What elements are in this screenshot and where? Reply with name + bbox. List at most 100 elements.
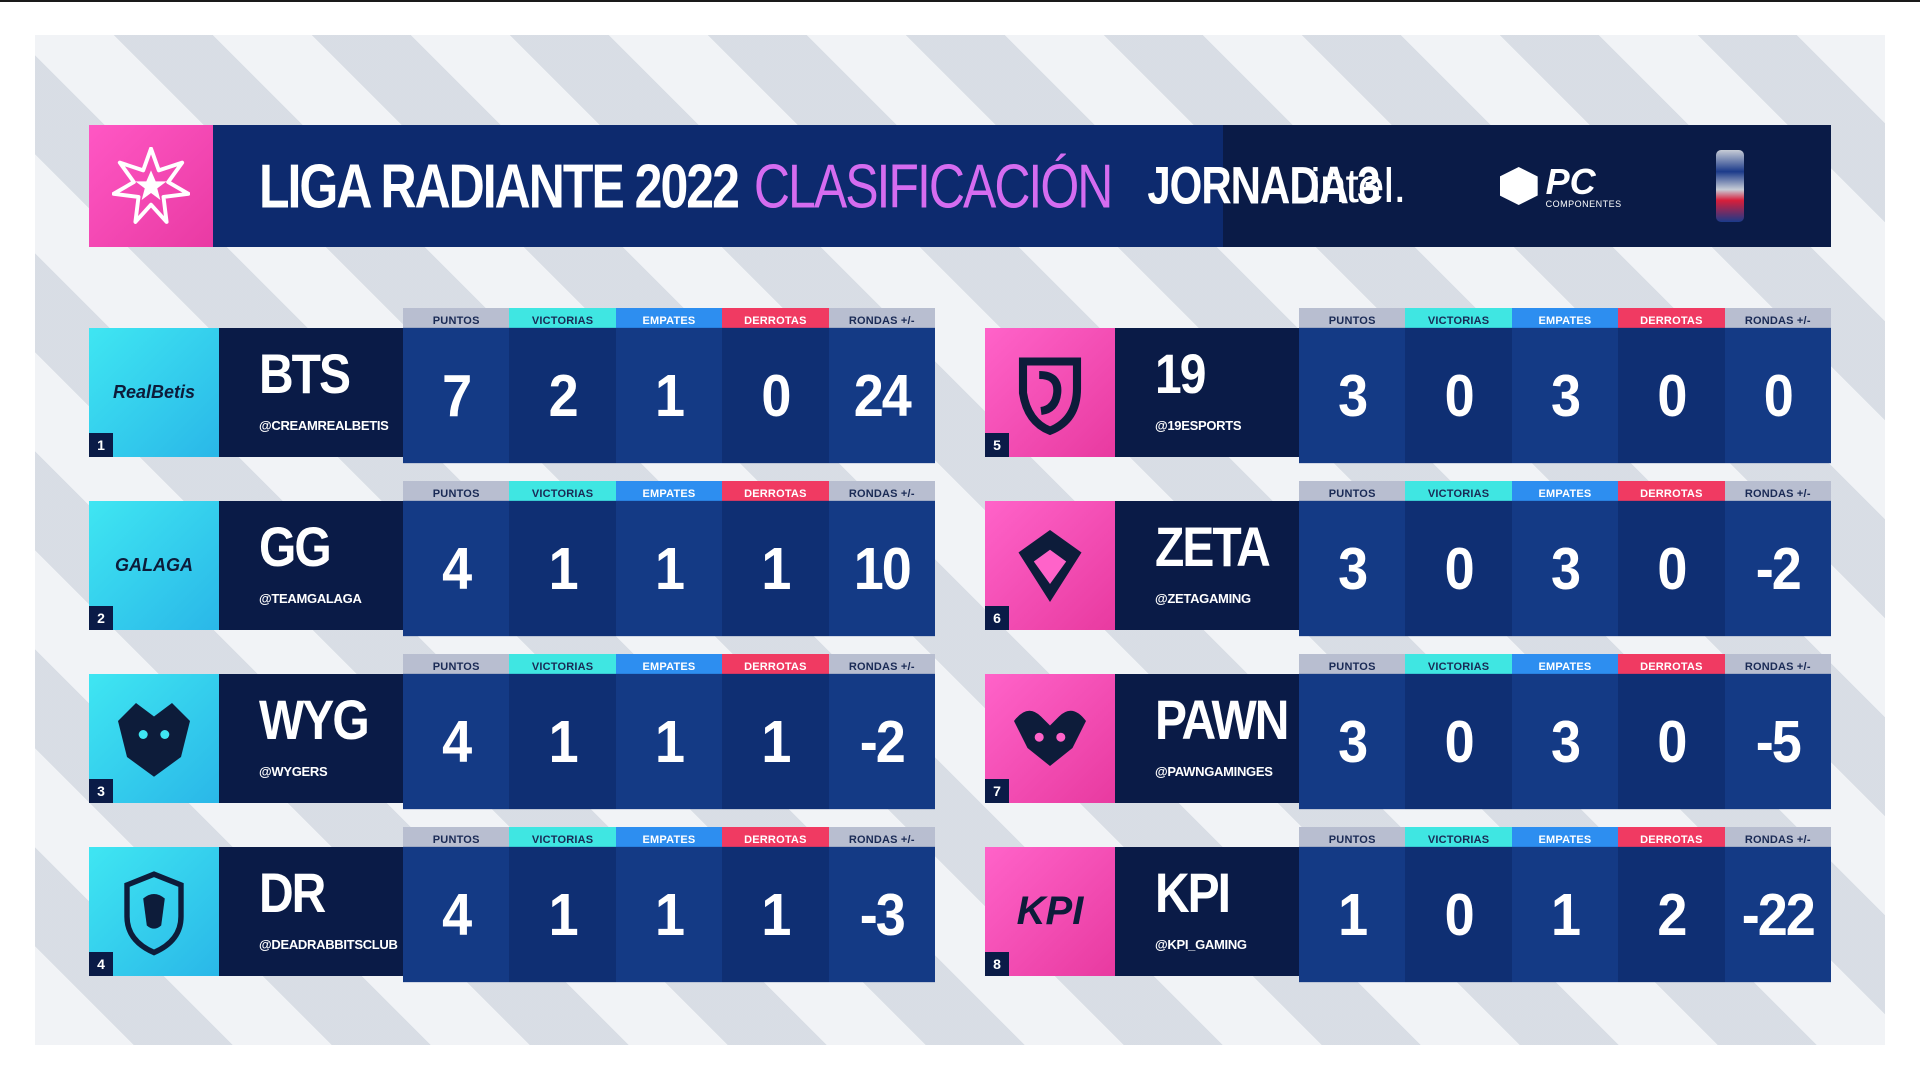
team-stats: PUNTOS 4 VICTORIAS 1 EMPATES 1 DERROTAS 1 RONDAS… xyxy=(403,654,935,810)
team-name: ZETA xyxy=(1155,517,1271,579)
stat-value-victorias: 1 xyxy=(509,846,616,983)
stat-rondas: RONDAS +/- 10 xyxy=(828,481,935,637)
stat-value-victorias: 0 xyxy=(1405,673,1512,810)
team-name: BTS xyxy=(259,344,351,406)
pc-logo-subtext: COMPONENTES xyxy=(1545,198,1622,209)
intel-logo: intel. xyxy=(1310,159,1406,213)
stat-empates: EMPATES 3 xyxy=(1511,481,1619,637)
team-stats: PUNTOS 3 VICTORIAS 0 EMPATES 3 DERROTAS 0 RONDAS… xyxy=(1299,654,1831,810)
stat-value-empates: 1 xyxy=(615,673,723,810)
stat-victorias: VICTORIAS 1 xyxy=(509,481,616,637)
stat-value-victorias: 0 xyxy=(1405,500,1512,637)
stat-puntos: PUNTOS 3 xyxy=(1299,308,1406,464)
stat-rondas: RONDAS +/- -2 xyxy=(828,654,935,810)
team-stats: PUNTOS 3 VICTORIAS 0 EMPATES 3 DERROTAS 0 RONDAS… xyxy=(1299,481,1831,637)
stat-value-empates: 3 xyxy=(1511,327,1619,464)
stat-value-rondas: -2 xyxy=(828,673,935,810)
header-banner: LIGA RADIANTE 2022 CLASIFICACIÓN JORNADA… xyxy=(89,125,1831,247)
team-name: GG xyxy=(259,517,332,579)
stat-empates: EMPATES 3 xyxy=(1511,654,1619,810)
stat-derrotas: DERROTAS 0 xyxy=(1618,654,1725,810)
pc-box-icon xyxy=(1499,167,1538,205)
team-stats: PUNTOS 3 VICTORIAS 0 EMPATES 3 DERROTAS 0 RONDAS… xyxy=(1299,308,1831,464)
team-name: KPI xyxy=(1155,863,1231,925)
round-label: JORNADA 3 xyxy=(1147,156,1380,215)
team-name-block: DR @DEADRABBITSCLUB xyxy=(219,847,403,976)
team-logo: 6 xyxy=(985,501,1115,630)
stat-value-victorias: 0 xyxy=(1405,327,1512,464)
stat-value-puntos: 7 xyxy=(403,327,510,464)
team-logo: GALAGA 2 xyxy=(89,501,219,630)
stat-value-empates: 1 xyxy=(615,327,723,464)
team-crest-icon xyxy=(118,702,190,777)
page-subtitle: CLASIFICACIÓN xyxy=(753,151,1113,221)
team-logo-text: KPI xyxy=(1016,889,1084,933)
rank-badge: 3 xyxy=(89,779,113,803)
rank-badge: 7 xyxy=(985,779,1009,803)
stat-derrotas: DERROTAS 0 xyxy=(722,308,829,464)
rank-badge: 2 xyxy=(89,606,113,630)
team-name: DR xyxy=(259,863,326,925)
stat-puntos: PUNTOS 7 xyxy=(403,308,510,464)
team-row: 5 19 @19ESPORTS PUNTOS 3 VICTORIAS 0 EMPATES 3 DE… xyxy=(985,308,1831,464)
stat-value-victorias: 0 xyxy=(1405,846,1512,983)
team-name-block: KPI @KPI_GAMING xyxy=(1115,847,1299,976)
stat-value-derrotas: 1 xyxy=(722,846,829,983)
stat-value-empates: 1 xyxy=(615,846,723,983)
sponsors: intel. PC COMPONENTES xyxy=(1223,125,1831,247)
pccomponentes-logo: PC COMPONENTES xyxy=(1499,163,1622,209)
team-handle: @19ESPORTS xyxy=(1155,418,1242,433)
stat-derrotas: DERROTAS 0 xyxy=(1618,481,1725,637)
stat-value-puntos: 3 xyxy=(1299,327,1406,464)
team-row: 4 DR @DEADRABBITSCLUB PUNTOS 4 VICTORIAS 1 EMPA… xyxy=(89,827,935,983)
team-name: WYG xyxy=(259,690,370,752)
team-crest-icon xyxy=(124,870,184,955)
stat-derrotas: DERROTAS 0 xyxy=(1618,308,1725,464)
team-stats: PUNTOS 4 VICTORIAS 1 EMPATES 1 DERROTAS 1 RONDAS… xyxy=(403,827,935,983)
team-row: 7 PAWN @PAWNGAMINGES PUNTOS 3 VICTORIAS 0 EMPAT… xyxy=(985,654,1831,810)
stat-victorias: VICTORIAS 0 xyxy=(1405,654,1512,810)
redbull-can-icon xyxy=(1715,150,1744,222)
top-border xyxy=(0,0,1920,2)
stat-puntos: PUNTOS 3 xyxy=(1299,481,1406,637)
liga-radiante-logo xyxy=(89,125,213,247)
stat-derrotas: DERROTAS 2 xyxy=(1618,827,1725,983)
team-name: 19 xyxy=(1155,344,1206,406)
stat-puntos: PUNTOS 3 xyxy=(1299,654,1406,810)
stat-derrotas: DERROTAS 1 xyxy=(722,654,829,810)
stat-value-derrotas: 0 xyxy=(722,327,829,464)
stat-puntos: PUNTOS 4 xyxy=(403,481,510,637)
stat-value-rondas: -5 xyxy=(1724,673,1831,810)
stat-value-puntos: 3 xyxy=(1299,673,1406,810)
team-stats: PUNTOS 1 VICTORIAS 0 EMPATES 1 DERROTAS 2 RONDAS… xyxy=(1299,827,1831,983)
stat-value-rondas: -22 xyxy=(1724,846,1831,983)
team-handle: @DEADRABBITSCLUB xyxy=(259,937,398,952)
rank-badge: 1 xyxy=(89,433,113,457)
team-handle: @PAWNGAMINGES xyxy=(1155,764,1273,779)
stat-rondas: RONDAS +/- -3 xyxy=(828,827,935,983)
team-crest-icon xyxy=(1014,710,1086,766)
stat-empates: EMPATES 3 xyxy=(1511,308,1619,464)
stat-value-victorias: 1 xyxy=(509,673,616,810)
stat-rondas: RONDAS +/- -22 xyxy=(1724,827,1831,983)
stat-victorias: VICTORIAS 0 xyxy=(1405,308,1512,464)
team-logo: 7 xyxy=(985,674,1115,803)
stat-value-empates: 3 xyxy=(1511,500,1619,637)
stat-value-rondas: -3 xyxy=(828,846,935,983)
team-handle: @TEAMGALAGA xyxy=(259,591,362,606)
team-name-block: BTS @CREAMREALBETIS xyxy=(219,328,403,457)
team-handle: @KPI_GAMING xyxy=(1155,937,1247,952)
stat-victorias: VICTORIAS 0 xyxy=(1405,481,1512,637)
team-name-block: WYG @WYGERS xyxy=(219,674,403,803)
team-crest-icon xyxy=(1018,529,1082,602)
team-row: 3 WYG @WYGERS PUNTOS 4 VICTORIAS 1 EMPATES 1 DERR… xyxy=(89,654,935,810)
team-logo: RealBetis 1 xyxy=(89,328,219,457)
team-handle: @ZETAGAMING xyxy=(1155,591,1251,606)
stat-value-puntos: 4 xyxy=(403,500,510,637)
stat-empates: EMPATES 1 xyxy=(1511,827,1619,983)
stat-value-derrotas: 1 xyxy=(722,500,829,637)
team-stats: PUNTOS 4 VICTORIAS 1 EMPATES 1 DERROTAS 1 RONDAS… xyxy=(403,481,935,637)
stat-victorias: VICTORIAS 1 xyxy=(509,654,616,810)
team-name-block: GG @TEAMGALAGA xyxy=(219,501,403,630)
stat-rondas: RONDAS +/- 24 xyxy=(828,308,935,464)
